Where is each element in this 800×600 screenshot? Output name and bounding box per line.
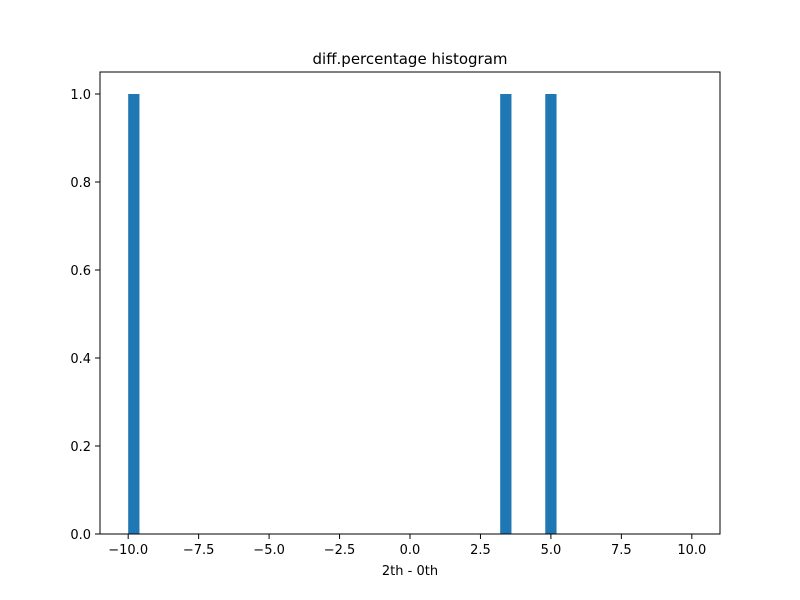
y-tick-label: 0.8 xyxy=(70,176,91,191)
x-tick-label: −7.5 xyxy=(183,543,215,558)
x-tick-label: 2.5 xyxy=(470,543,491,558)
y-tick-label: 0.2 xyxy=(70,440,91,455)
chart-title: diff.percentage histogram xyxy=(313,50,508,68)
x-tick-label: −5.0 xyxy=(253,543,285,558)
histogram-bar xyxy=(500,94,512,534)
y-tick-label: 1.0 xyxy=(70,88,91,103)
x-tick-label: 5.0 xyxy=(541,543,562,558)
x-tick-label: 7.5 xyxy=(611,543,632,558)
x-tick-label: 10.0 xyxy=(677,543,706,558)
x-tick-label: 0.0 xyxy=(400,543,421,558)
x-tick-label: −2.5 xyxy=(324,543,356,558)
x-axis-title: 2th - 0th xyxy=(382,564,438,579)
x-axis: −10.0 −7.5 −5.0 −2.5 0.0 2.5 5.0 7.5 10.0 xyxy=(108,534,706,558)
y-axis: 0.0 0.2 0.4 0.6 0.8 1.0 xyxy=(70,88,100,543)
y-tick-label: 0.4 xyxy=(70,352,91,367)
histogram-bar xyxy=(128,94,140,534)
bars-layer xyxy=(128,94,557,534)
y-tick-label: 0.6 xyxy=(70,264,91,279)
y-tick-label: 0.0 xyxy=(70,528,91,543)
x-tick-label: −10.0 xyxy=(108,543,148,558)
histogram-bar xyxy=(545,94,557,534)
